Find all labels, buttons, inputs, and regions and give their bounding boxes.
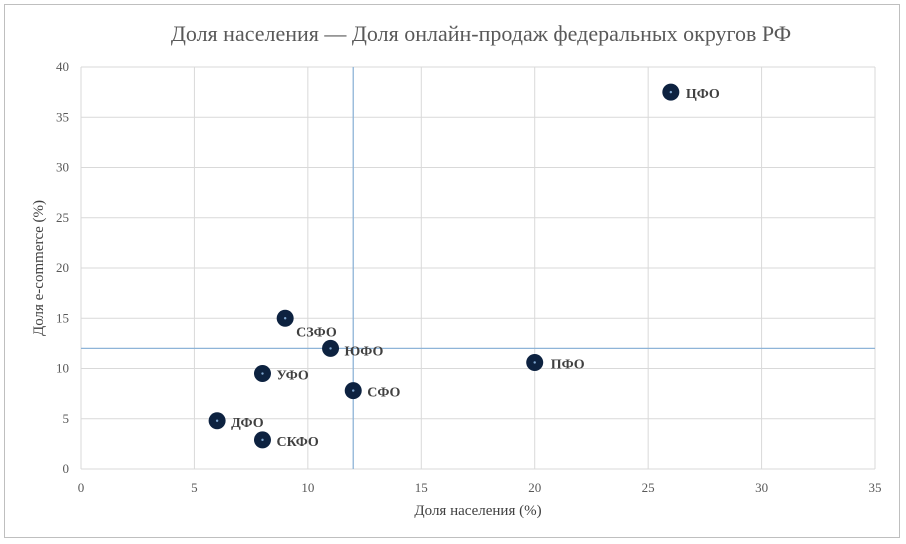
point-label: ДФО xyxy=(231,416,264,431)
data-point: СКФО xyxy=(253,431,319,450)
data-point: СЗФО xyxy=(276,309,337,340)
point-marker-center xyxy=(283,317,287,320)
point-label: ЦФО xyxy=(686,87,720,102)
x-tick-label: 5 xyxy=(191,480,198,495)
point-marker-center xyxy=(533,361,536,364)
x-tick-label: 20 xyxy=(528,480,541,495)
grid-lines xyxy=(80,66,876,470)
point-label: СФО xyxy=(367,386,400,401)
data-point: СФО xyxy=(344,382,401,401)
y-axis-ticks: 0 5 10 15 20 25 30 35 40 xyxy=(56,59,69,476)
y-tick-label: 10 xyxy=(56,361,69,376)
point-marker-center xyxy=(261,372,264,375)
reference-lines xyxy=(81,67,875,469)
x-tick-label: 15 xyxy=(415,480,428,495)
point-marker-center xyxy=(215,419,219,422)
data-point: ДФО xyxy=(208,412,264,431)
point-label: СЗФО xyxy=(296,325,337,340)
x-tick-label: 0 xyxy=(78,480,85,495)
x-tick-label: 25 xyxy=(642,480,655,495)
y-tick-label: 5 xyxy=(63,411,70,426)
x-tick-label: 35 xyxy=(869,480,882,495)
chart-title: Доля населения — Доля онлайн-продаж феде… xyxy=(171,21,791,46)
data-points: ЦФО СЗФО ЮФО ПФО УФО СФО ДФО СКФО xyxy=(208,83,720,450)
chart-frame xyxy=(4,4,900,538)
data-point: ЮФО xyxy=(322,339,384,359)
point-label: ЮФО xyxy=(345,344,384,359)
point-marker-center xyxy=(261,438,264,442)
y-tick-label: 40 xyxy=(56,59,69,74)
point-label: УФО xyxy=(276,369,308,384)
y-tick-label: 25 xyxy=(56,210,69,225)
y-tick-label: 30 xyxy=(56,160,69,175)
x-axis-ticks: 0 5 10 15 20 25 30 35 xyxy=(78,480,882,495)
y-tick-label: 0 xyxy=(63,461,70,476)
data-point: УФО xyxy=(253,365,309,384)
point-marker-center xyxy=(352,389,355,392)
point-label: ПФО xyxy=(551,357,585,372)
point-marker-center xyxy=(669,90,673,94)
data-point: ПФО xyxy=(526,353,585,372)
x-axis-title: Доля населения (%) xyxy=(414,503,541,519)
y-tick-label: 20 xyxy=(56,260,69,275)
y-tick-label: 15 xyxy=(56,310,69,325)
y-tick-label: 35 xyxy=(56,109,69,124)
x-tick-label: 10 xyxy=(301,480,314,495)
x-tick-label: 30 xyxy=(755,480,768,495)
data-point: ЦФО xyxy=(662,83,720,102)
point-label: СКФО xyxy=(276,435,318,450)
y-axis-title: Доля e-commerce (%) xyxy=(31,200,47,336)
point-marker-center xyxy=(329,347,332,350)
